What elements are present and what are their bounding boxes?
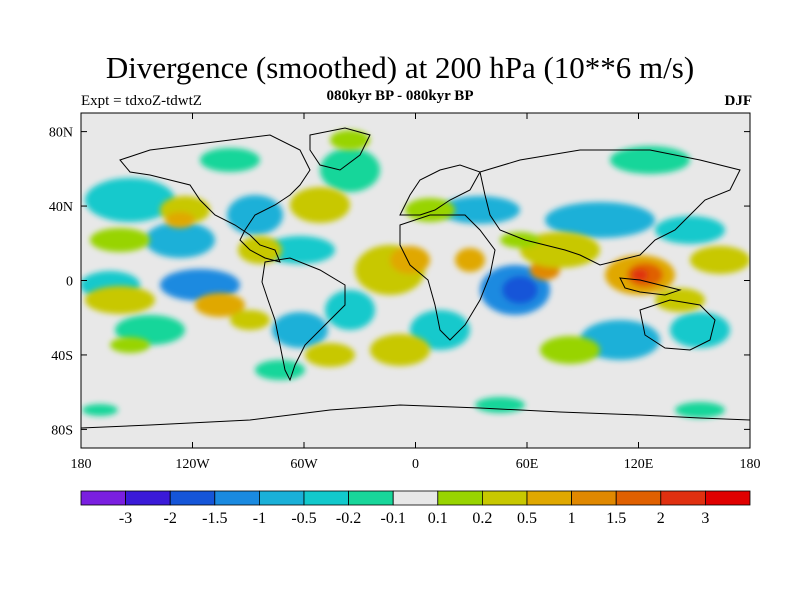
colorbar-label: -2 bbox=[164, 510, 177, 527]
colorbar-label: 1.5 bbox=[606, 510, 626, 527]
lon-tick-label: 120E bbox=[624, 457, 654, 472]
colorbar-swatch bbox=[80, 490, 126, 506]
colorbar-label: 2 bbox=[657, 510, 665, 527]
lat-tick-label: 80S bbox=[51, 423, 73, 438]
colorbar-label: 0.2 bbox=[472, 510, 492, 527]
experiment-label: Expt = tdxoZ-tdwtZ bbox=[81, 93, 202, 109]
colorbar-swatch bbox=[705, 490, 751, 506]
colorbar-swatch bbox=[437, 490, 483, 506]
colorbar-swatch bbox=[526, 490, 572, 506]
lon-tick-label: 60W bbox=[290, 457, 318, 472]
lat-tick-label: 80N bbox=[49, 126, 73, 141]
colorbar-swatch bbox=[615, 490, 662, 506]
colorbar-label: -0.2 bbox=[336, 510, 361, 527]
colorbar-swatch bbox=[660, 490, 706, 506]
colorbar-label: 0.1 bbox=[428, 510, 448, 527]
colorbar-label: -1.5 bbox=[202, 510, 227, 527]
colorbar-label: -0.5 bbox=[291, 510, 316, 527]
colorbar-swatch bbox=[214, 490, 260, 506]
colorbar-swatch bbox=[258, 490, 305, 506]
colorbar-label: -3 bbox=[119, 510, 132, 527]
colorbar-swatch bbox=[303, 490, 349, 506]
colorbar-label: 0.5 bbox=[517, 510, 537, 527]
lon-tick-label: 180 bbox=[740, 457, 761, 472]
colorbar-swatch bbox=[348, 490, 394, 506]
colorbar-swatch bbox=[169, 490, 216, 506]
axis-labels: 80N 40N 0 40S 80S 180 120W 60W 0 60E 120E 180 bbox=[49, 126, 761, 472]
colorbar-swatch bbox=[571, 490, 617, 506]
colorbar-label: -0.1 bbox=[381, 510, 406, 527]
lon-tick-label: 180 bbox=[71, 457, 92, 472]
colorbar: -3 -2 -1.5 -1 -0.5 -0.2 -0.1 0.1 0.2 0.5 1 1.5 2 3 bbox=[80, 490, 751, 527]
colorbar-swatch bbox=[481, 490, 528, 506]
colorbar-label: 3 bbox=[701, 510, 709, 527]
lon-tick-label: 120W bbox=[175, 457, 210, 472]
season-label: DJF bbox=[724, 93, 753, 109]
colorbar-label: 1 bbox=[568, 510, 576, 527]
lon-tick-label: 60E bbox=[516, 457, 539, 472]
chart-subtitle: 080kyr BP - 080kyr BP bbox=[326, 88, 474, 104]
colorbar-swatch bbox=[125, 490, 171, 506]
lat-tick-label: 40N bbox=[49, 200, 73, 215]
map-panel: 80N 40N 0 40S 80S 180 120W 60W 0 60E 120E 180 bbox=[49, 112, 761, 472]
colorbar-label: -1 bbox=[253, 510, 266, 527]
lon-tick-label: 0 bbox=[412, 457, 419, 472]
axis-ticks bbox=[80, 113, 751, 448]
colorbar-swatch bbox=[392, 490, 439, 506]
coastlines bbox=[81, 127, 750, 429]
lat-tick-label: 40S bbox=[51, 349, 73, 364]
chart-title: Divergence (smoothed) at 200 hPa (10**6 … bbox=[105, 50, 695, 85]
lat-tick-label: 0 bbox=[66, 275, 73, 290]
